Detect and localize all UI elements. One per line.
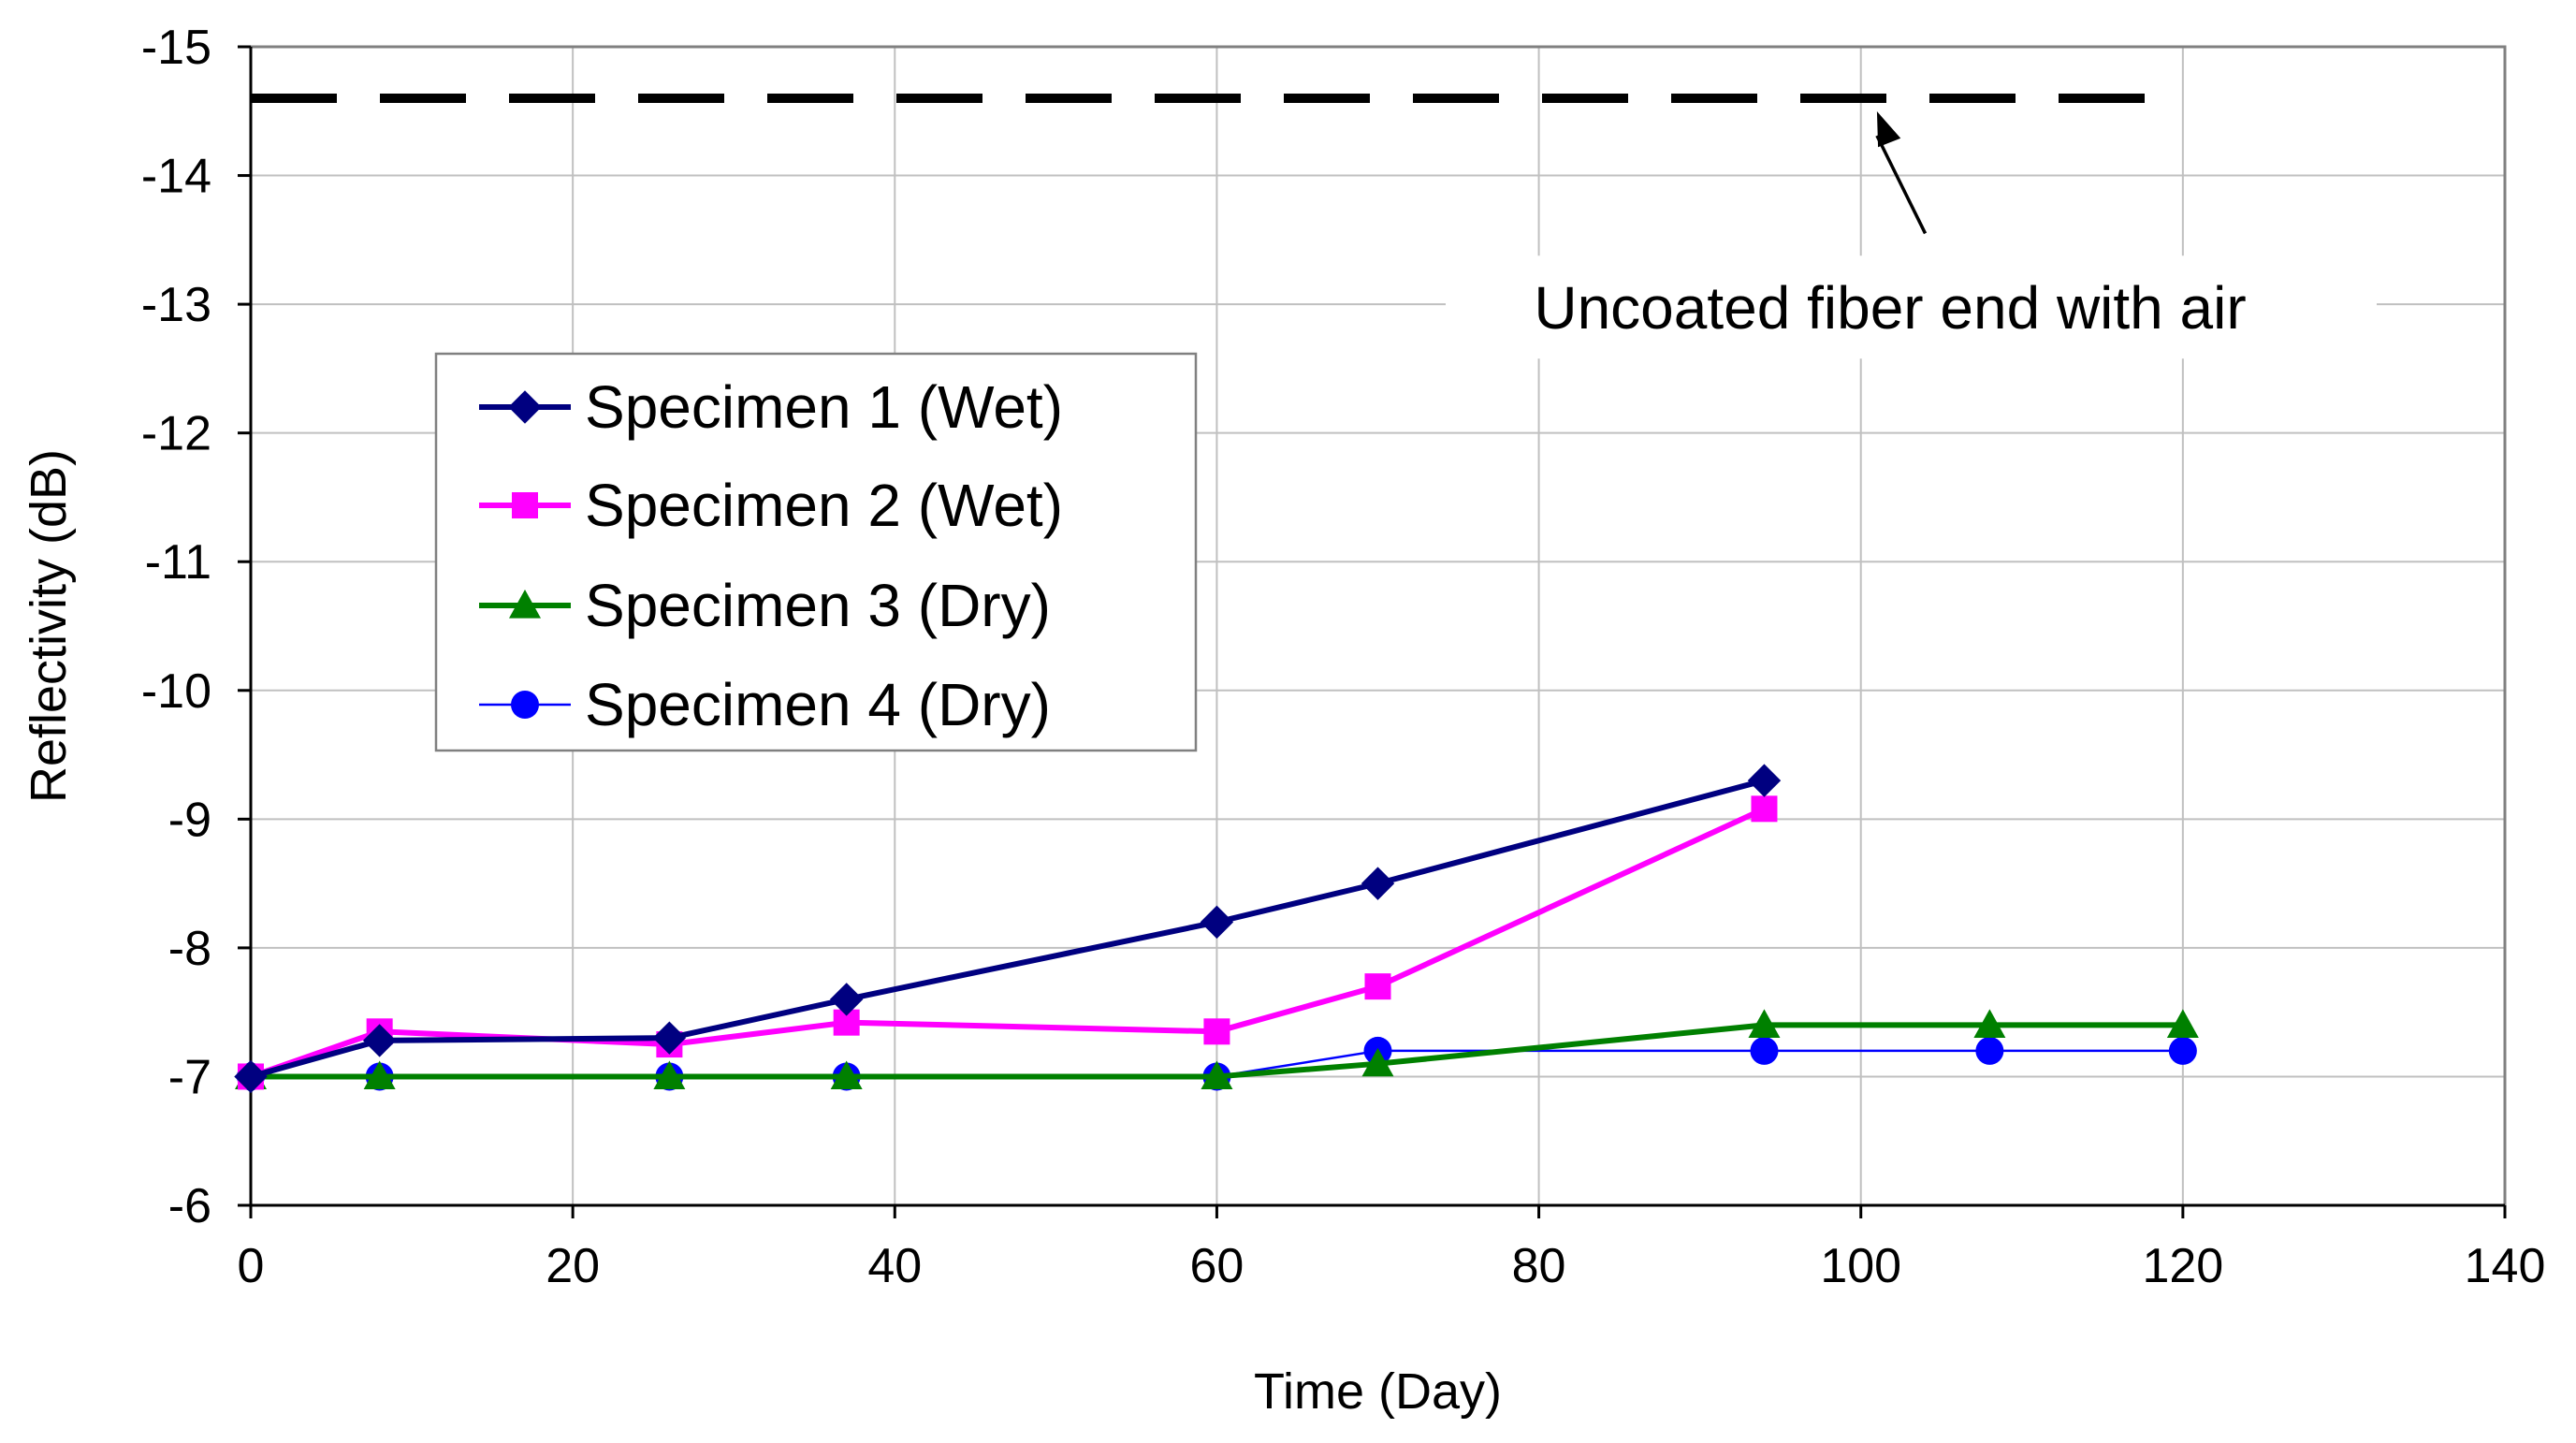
reference-line-group [251, 94, 2183, 235]
y-tick-label: -10 [141, 664, 211, 719]
data-point-triangle [1361, 1047, 1394, 1077]
data-point-triangle [509, 590, 541, 619]
legend-label: Specimen 3 (Dry) [585, 572, 1051, 639]
data-point-triangle [1748, 1009, 1781, 1039]
legend-items: Specimen 1 (Wet) Specimen 2 (Wet) Specimen… [479, 373, 1063, 738]
data-point-circle [511, 691, 539, 719]
data-point-diamond [234, 1059, 268, 1094]
x-tick-label: 60 [1190, 1239, 1244, 1293]
x-tick-label: 100 [1820, 1239, 1901, 1293]
legend-label: Specimen 4 (Dry) [585, 671, 1051, 738]
annotation: Uncoated fiber end with air [1446, 255, 2377, 359]
data-point-triangle [830, 1060, 863, 1090]
legend-box [434, 352, 1198, 752]
y-tick-label: -6 [168, 1179, 211, 1233]
data-point-triangle [1201, 1060, 1233, 1090]
y-tick-label: -8 [168, 922, 211, 976]
data-point-diamond [829, 983, 864, 1016]
data-point-diamond [508, 390, 542, 424]
legend-item: Specimen 1 (Wet) [479, 373, 1063, 441]
data-point-circle [2168, 1036, 2197, 1065]
data-point-square [1203, 1018, 1230, 1045]
data-point-triangle [2166, 1009, 2199, 1039]
legend-label: Specimen 1 (Wet) [585, 373, 1063, 441]
data-point-triangle [1973, 1009, 2006, 1039]
data-point-circle [1750, 1036, 1779, 1065]
x-tick-label: 140 [2465, 1239, 2546, 1293]
y-tick-label: -9 [168, 793, 211, 847]
y-axis-title: Reflectivity (dB) [21, 449, 77, 803]
annotation-background [1446, 255, 2377, 359]
series-1 [234, 764, 1782, 1094]
x-tick-label: 20 [546, 1239, 600, 1293]
x-tick-label: 80 [1512, 1239, 1566, 1293]
x-tick-label: 40 [867, 1239, 922, 1293]
legend-item: Specimen 2 (Wet) [479, 472, 1063, 539]
annotation-arrow-shaft [1875, 135, 1928, 235]
data-point-circle [1975, 1036, 2004, 1065]
data-point-diamond [1747, 764, 1782, 797]
x-axis-title: Time (Day) [1254, 1363, 1502, 1420]
annotation-arrow-head [1876, 111, 1901, 148]
legend-label: Specimen 2 (Wet) [585, 472, 1063, 539]
legend-item: Specimen 3 (Dry) [479, 572, 1051, 639]
data-point-triangle [363, 1060, 396, 1090]
legend: Specimen 1 (Wet) Specimen 2 (Wet) Specimen… [434, 352, 1198, 752]
annotation-label: Uncoated fiber end with air [1534, 274, 2246, 342]
x-tick-label: 0 [238, 1239, 265, 1293]
data-point-diamond [652, 1021, 687, 1055]
y-tick-label: -12 [141, 407, 211, 461]
legend-item: Specimen 4 (Dry) [479, 671, 1051, 738]
y-tick-label: -15 [141, 21, 211, 75]
x-tick-label: 120 [2142, 1239, 2223, 1293]
y-tick-label: -11 [145, 535, 211, 590]
data-point-triangle [653, 1060, 686, 1090]
y-tick-label: -14 [141, 150, 211, 204]
data-point-square [512, 492, 538, 518]
y-tick-label: -7 [168, 1050, 211, 1104]
tick-labels: 0 20 40 60 80 100 120 140 -6 -7 -8 -9 -10 -11 -12 -13 -1… [141, 21, 2546, 1293]
series-group [234, 764, 2199, 1094]
data-point-diamond [1200, 905, 1234, 940]
data-point-diamond [1361, 867, 1395, 900]
data-point-square [1751, 795, 1778, 823]
y-tick-label: -13 [141, 278, 211, 332]
data-point-square [1364, 973, 1391, 1000]
data-point-diamond [362, 1024, 397, 1057]
